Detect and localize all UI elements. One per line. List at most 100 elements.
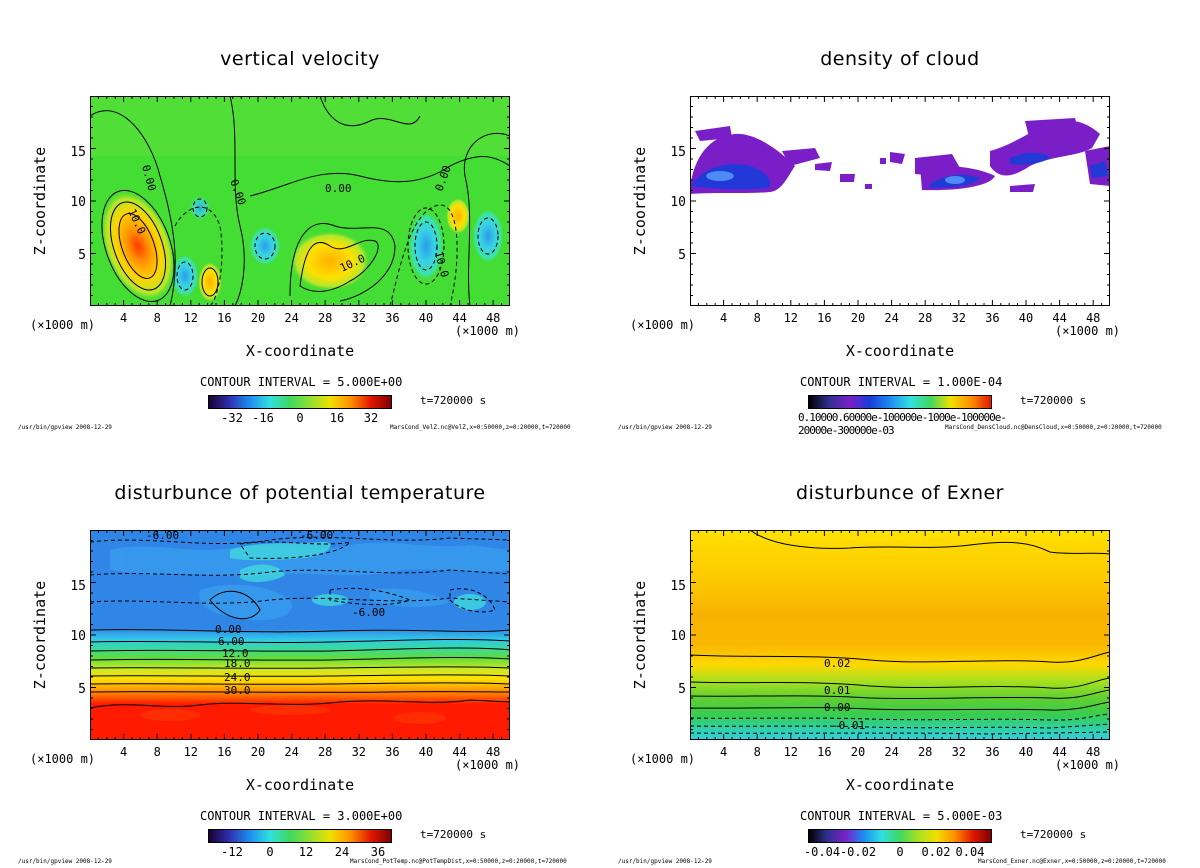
x-tick-label: 48 xyxy=(1085,745,1101,759)
y-tick-label: 10 xyxy=(670,195,686,210)
x-unit-label: (×1000 m) xyxy=(1055,758,1121,772)
x-tick-label: 36 xyxy=(385,311,400,325)
contour-label: 30.0 xyxy=(224,684,251,697)
x-tick-label: 28 xyxy=(317,745,333,759)
y-tick-label: 15 xyxy=(70,579,86,594)
x-tick-label: 8 xyxy=(153,745,161,759)
velocity-field: 0.00 0.00 0.00 10.0 10.0 -10.0 0.00 xyxy=(90,96,510,306)
x-tick-label: 32 xyxy=(351,311,367,325)
colorbar-tick: 16 xyxy=(329,411,345,425)
footer-source: MarsCond_PotTemp.nc@PotTempDist,x=0:5000… xyxy=(350,858,567,865)
contour-label: 18.0 xyxy=(224,657,251,670)
chart-title: density of cloud xyxy=(820,48,980,70)
x-unit-label: (×1000 m) xyxy=(630,318,696,332)
x-tick-label: 4 xyxy=(119,745,128,759)
contour-label: -0.01 xyxy=(832,719,865,732)
y-axis-label: Z-coordinate xyxy=(631,580,649,690)
chart-potential-temperature: disturbunce of potential temperature xyxy=(0,434,600,868)
chart-title: disturbunce of Exner xyxy=(795,482,1004,504)
colorbar-tick: 32 xyxy=(363,411,379,425)
x-tick-label: 28 xyxy=(917,311,933,325)
exner-field: 0.02 0.01 0.00 -0.01 xyxy=(690,530,1110,740)
x-axis-label: X-coordinate xyxy=(245,776,355,794)
time-label: t=720000 s xyxy=(420,394,487,407)
x-tick-label: 48 xyxy=(485,311,501,325)
plot-area xyxy=(690,96,1110,306)
x-axis-label: X-coordinate xyxy=(845,776,955,794)
colorbar-tick: 36 xyxy=(370,845,386,859)
x-tick-label: 16 xyxy=(217,745,232,759)
contour-label: 6.00 xyxy=(218,635,245,648)
x-tick-label: 20 xyxy=(250,745,266,759)
x-tick-label: 40 xyxy=(1018,745,1034,759)
contour-label: 0.00 xyxy=(215,623,242,636)
x-tick-label: 36 xyxy=(985,745,1000,759)
colorbar-tick: 0 xyxy=(896,845,904,859)
x-tick-label: 20 xyxy=(850,311,866,325)
contour-label: -6.00 xyxy=(146,530,179,542)
cloud-field xyxy=(690,96,1110,306)
x-tick-label: 44 xyxy=(452,311,467,325)
x-tick-label: 12 xyxy=(183,745,199,759)
y-tick-label: 15 xyxy=(670,579,686,594)
x-axis-label: X-coordinate xyxy=(845,342,955,360)
x-tick-label: 12 xyxy=(783,311,799,325)
chart-exner: disturbunce of Exner xyxy=(600,434,1200,868)
x-tick-label: 24 xyxy=(884,311,899,325)
x-tick-label: 8 xyxy=(153,311,161,325)
y-tick-label: 5 xyxy=(78,682,86,697)
colorbar xyxy=(808,829,992,843)
x-tick-label: 4 xyxy=(719,745,728,759)
colorbar-tick: -12 xyxy=(221,845,243,859)
x-unit-label: (×1000 m) xyxy=(455,324,521,338)
time-label: t=720000 s xyxy=(1020,828,1087,841)
footer-command: /usr/bin/gpview 2008-12-29 xyxy=(618,424,712,431)
x-tick-label: 44 xyxy=(1052,311,1067,325)
x-tick-label: 4 xyxy=(119,311,128,325)
y-tick-label: 5 xyxy=(678,248,686,263)
contour-interval: CONTOUR INTERVAL = 5.000E-03 xyxy=(800,809,1003,823)
contour-label: 0.00 xyxy=(824,701,851,714)
plot-area: 0.02 0.01 0.00 -0.01 xyxy=(690,530,1110,740)
y-axis-label: Z-coordinate xyxy=(631,146,649,256)
x-tick-label: 32 xyxy=(951,745,967,759)
colorbar-tick: 0 xyxy=(266,845,274,859)
x-unit-label: (×1000 m) xyxy=(30,752,96,766)
contour-interval: CONTOUR INTERVAL = 5.000E+00 xyxy=(200,375,403,389)
y-tick-label: 5 xyxy=(678,682,686,697)
footer-command: /usr/bin/gpview 2008-12-29 xyxy=(618,858,712,865)
x-tick-label: 8 xyxy=(753,745,761,759)
colorbar xyxy=(208,395,392,409)
footer-source: MarsCond_DensCloud.nc@DensCloud,x=0:5000… xyxy=(945,424,1162,431)
y-axis-label: Z-coordinate xyxy=(31,580,49,690)
footer-source: MarsCond_VelZ.nc@VelZ,x=0:50000,z=0:2000… xyxy=(390,424,571,431)
colorbar-tick-labels: 0.10000.60000e-100000e-1000e-100000e-200… xyxy=(798,411,1007,437)
contour-label: 24.0 xyxy=(224,671,251,684)
y-tick-label: 10 xyxy=(70,195,86,210)
y-tick-label: 5 xyxy=(78,248,86,263)
x-tick-label: 20 xyxy=(250,311,266,325)
contour-interval: CONTOUR INTERVAL = 1.000E-04 xyxy=(800,375,1003,389)
x-tick-label: 4 xyxy=(719,311,728,325)
x-tick-label: 40 xyxy=(418,745,434,759)
colorbar xyxy=(208,829,392,843)
x-tick-label: 28 xyxy=(317,311,333,325)
x-tick-label: 12 xyxy=(183,311,199,325)
x-tick-label: 40 xyxy=(1018,311,1034,325)
x-tick-label: 24 xyxy=(884,745,899,759)
contour-labels: 0.02 0.01 0.00 -0.01 xyxy=(824,657,865,732)
x-tick-label: 16 xyxy=(217,311,232,325)
x-tick-label: 16 xyxy=(817,745,832,759)
plot-area: 0.00 0.00 0.00 10.0 10.0 -10.0 0.00 xyxy=(90,96,510,306)
contour-label: -6.00 xyxy=(352,606,385,619)
x-tick-label: 32 xyxy=(951,311,967,325)
contour-interval: CONTOUR INTERVAL = 3.000E+00 xyxy=(200,809,403,823)
footer-command: /usr/bin/gpview 2008-12-29 xyxy=(18,424,112,431)
colorbar-tick: -0.02 xyxy=(839,845,877,859)
x-tick-label: 48 xyxy=(1085,311,1101,325)
colorbar-tick: -16 xyxy=(252,411,274,425)
x-tick-label: 36 xyxy=(385,745,400,759)
x-unit-label: (×1000 m) xyxy=(630,752,696,766)
y-axis-label: Z-coordinate xyxy=(31,146,49,256)
chart-title: disturbunce of potential temperature xyxy=(114,482,486,504)
